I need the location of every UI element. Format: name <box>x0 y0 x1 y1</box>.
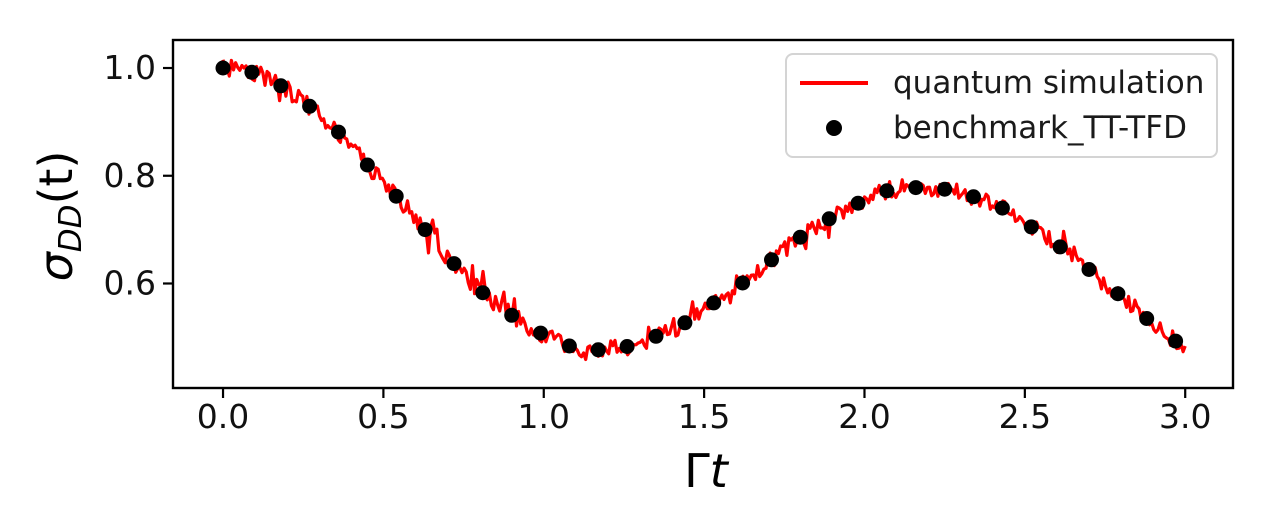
benchmark-dot <box>1110 286 1126 302</box>
legend-entry-benchmark: benchmark_TT-TFD <box>787 110 1216 146</box>
x-tick-label: 0.0 <box>197 397 249 436</box>
legend-label-quantum-simulation: quantum simulation <box>893 64 1205 101</box>
x-axis-label-gamma: Γ <box>684 444 710 498</box>
benchmark-dot <box>735 275 751 291</box>
benchmark-dot <box>215 60 231 76</box>
benchmark-dot <box>504 307 520 323</box>
y-tick-label: 0.6 <box>104 263 156 302</box>
y-tick-label: 0.8 <box>104 156 156 195</box>
legend-sample-dot <box>799 120 869 137</box>
benchmark-dot <box>388 188 404 204</box>
x-tick-label: 2.0 <box>838 397 890 436</box>
benchmark-dot <box>244 64 260 80</box>
benchmark-dot <box>1139 311 1155 326</box>
legend-label-benchmark: benchmark_TT-TFD <box>893 110 1187 147</box>
benchmark-dot <box>908 180 924 196</box>
benchmark-dot <box>850 195 866 211</box>
benchmark-dot <box>331 124 346 140</box>
benchmark-dot <box>1168 333 1184 349</box>
benchmark-dot <box>561 338 577 354</box>
x-tick-label: 0.5 <box>357 397 409 436</box>
red-line-icon <box>800 80 868 85</box>
benchmark-dot <box>417 222 433 238</box>
y-axis-label-subscript: DD <box>53 204 89 253</box>
y-axis-label: σDD(t) <box>29 151 89 282</box>
axes-frame <box>171 38 1235 390</box>
y-axis-label-sigma: σ <box>29 252 83 282</box>
y-axis-label-rest: (t) <box>29 150 83 205</box>
benchmark-dot <box>1081 262 1097 277</box>
benchmark-dot <box>879 183 895 199</box>
legend: quantum simulation benchmark_TT-TFD <box>785 53 1218 158</box>
benchmark-dot <box>792 229 808 245</box>
benchmark-dot <box>533 325 549 341</box>
benchmark-dot <box>273 78 289 94</box>
benchmark-dot <box>446 256 462 272</box>
benchmark-dot <box>1023 219 1039 235</box>
benchmark-dot <box>764 252 779 268</box>
benchmark-dot <box>706 295 722 311</box>
benchmark-dot <box>937 181 953 197</box>
benchmark-dot <box>648 328 664 344</box>
legend-sample-line <box>799 80 869 85</box>
y-tick-label: 1.0 <box>104 48 156 87</box>
benchmark-dot <box>475 285 491 301</box>
black-dot-icon <box>826 120 842 137</box>
benchmark-dot <box>821 211 837 227</box>
benchmark-dot <box>359 157 375 173</box>
benchmark-dot <box>619 339 635 354</box>
benchmark-dot <box>302 98 318 114</box>
x-tick-label: 3.0 <box>1159 397 1211 436</box>
x-axis-label-t: t <box>709 444 728 498</box>
benchmark-dot <box>966 189 981 205</box>
benchmark-dot <box>677 315 693 331</box>
benchmark-dot <box>994 200 1010 216</box>
x-tick-label: 1.0 <box>518 397 570 436</box>
benchmark-dot <box>1052 239 1068 255</box>
x-tick-label: 2.5 <box>999 397 1051 436</box>
legend-entry-quantum-simulation: quantum simulation <box>787 65 1216 101</box>
x-axis-label: Γt <box>684 448 728 494</box>
benchmark-dot <box>590 342 606 358</box>
x-tick-label: 1.5 <box>678 397 730 436</box>
